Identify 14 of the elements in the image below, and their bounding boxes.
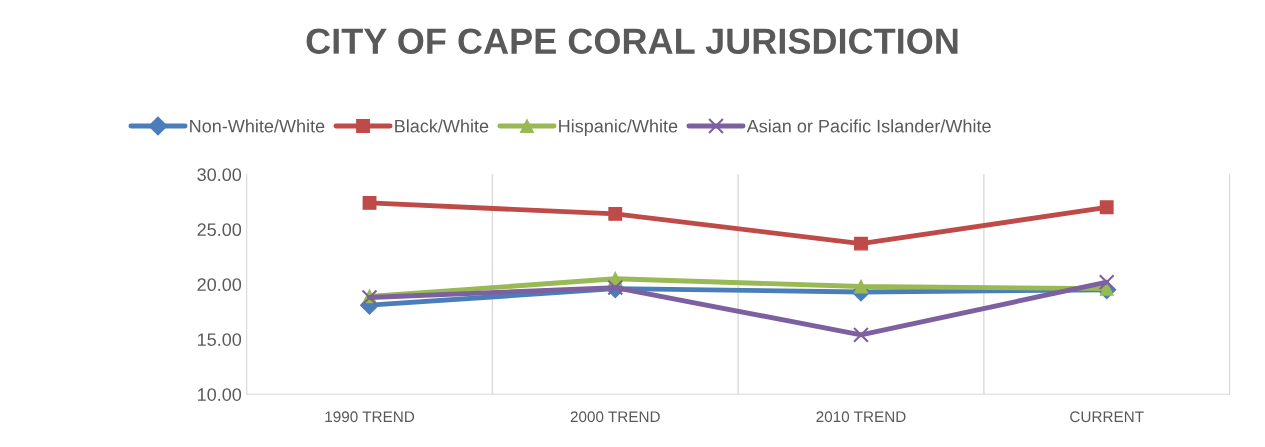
y-tick-label: 15.00 <box>198 333 242 346</box>
x-tick-label: CURRENT <box>1070 411 1144 423</box>
x-tick-label: 2010 TREND <box>816 411 906 423</box>
legend-label: Non-White/White <box>190 119 325 133</box>
chart-title: CITY OF CAPE CORAL JURISDICTION <box>306 28 958 54</box>
y-tick-label: 25.00 <box>197 223 242 237</box>
y-tick-label: 10.00 <box>198 388 242 401</box>
legend-label: Hispanic/White <box>559 119 678 137</box>
legend-label: Black/White <box>395 119 489 133</box>
x-tick-label: 2000 TREND <box>570 411 660 423</box>
x-tick-label: 1990 TREND <box>325 411 415 423</box>
y-tick-label: 30.00 <box>197 168 242 182</box>
legend-label: Asian or Pacific Islander/White <box>746 119 991 133</box>
y-tick-label: 20.00 <box>197 278 242 292</box>
